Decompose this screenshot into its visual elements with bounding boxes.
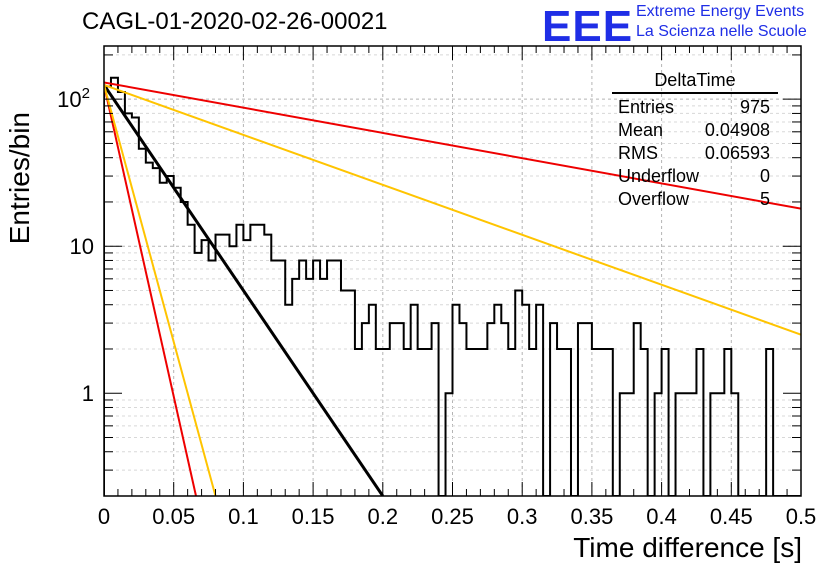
stats-title: DeltaTime	[612, 70, 778, 94]
y-tick-label: 1	[82, 381, 94, 406]
fit-curve	[104, 84, 385, 496]
x-tick-label: 0.25	[431, 504, 474, 529]
stat-label: Underflow	[618, 166, 700, 186]
stat-label: RMS	[618, 143, 658, 163]
stat-label: Mean	[618, 120, 664, 140]
logo-subtitle-line2: La Scienza nelle Scuole	[636, 23, 807, 40]
stat-row-underflow: Underflow 0	[612, 165, 778, 188]
fit-curve	[104, 81, 801, 210]
y-tick-label-exponent: 2	[82, 85, 90, 102]
x-tick-label: 0.3	[507, 504, 538, 529]
stat-label: Entries	[618, 97, 675, 117]
x-tick-label: 0.45	[710, 504, 753, 529]
x-tick-label: 0	[98, 504, 110, 529]
x-tick-label: 0.4	[646, 504, 677, 529]
y-tick-label: 10	[70, 234, 94, 259]
stats-box: DeltaTime Entries 975 Mean 0.04908 RMS 0…	[612, 70, 778, 211]
x-tick-label: 0.5	[786, 504, 817, 529]
x-tick-label: 0.15	[292, 504, 335, 529]
stat-row-rms: RMS 0.06593	[612, 142, 778, 165]
stat-value: 975	[739, 97, 770, 117]
stat-label: Overflow	[618, 189, 690, 209]
stat-value: 0.06593	[704, 143, 770, 163]
x-tick-label: 0.2	[368, 504, 399, 529]
x-tick-label: 0.1	[228, 504, 259, 529]
x-tick-label: 0.35	[570, 504, 613, 529]
fit-curve	[104, 84, 217, 496]
fit-curve	[104, 84, 197, 496]
stat-row-entries: Entries 975	[612, 96, 778, 119]
logo-subtitle-line1: Extreme Energy Events	[636, 3, 805, 20]
y-tick-label-base: 10	[57, 87, 81, 112]
eee-logo: EEE	[542, 2, 634, 51]
stat-value: 0	[759, 166, 770, 186]
x-axis-label: Time difference [s]	[573, 532, 802, 563]
stat-value: 5	[759, 189, 770, 209]
histogram-steps	[104, 76, 801, 496]
stat-row-overflow: Overflow 5	[612, 188, 778, 211]
stat-row-mean: Mean 0.04908	[612, 119, 778, 142]
chart-title: CAGL-01-2020-02-26-00021	[82, 8, 388, 35]
fit-curve	[104, 83, 801, 336]
stat-value: 0.04908	[704, 120, 770, 140]
y-tick-label: 102	[57, 85, 90, 112]
x-tick-label: 0.05	[152, 504, 195, 529]
y-axis-label: Entries/bin	[4, 112, 35, 245]
